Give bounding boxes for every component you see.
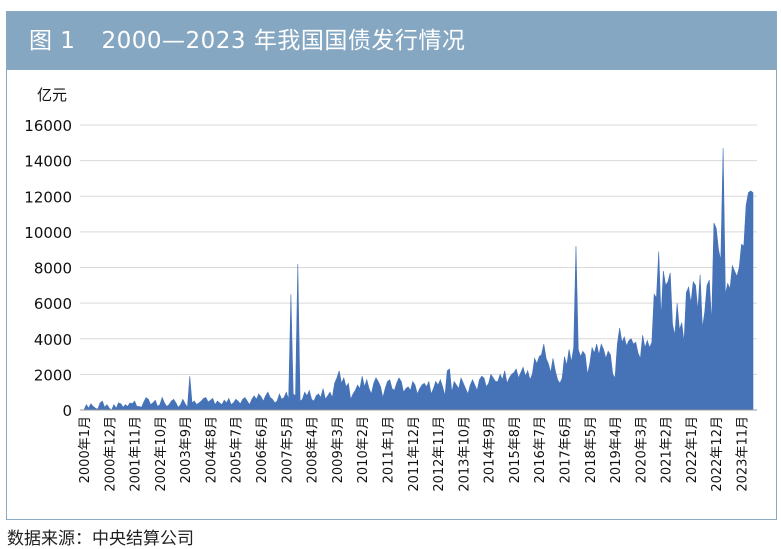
figure-title-bar: 图 1 2000—2023 年我国国债发行情况 — [7, 12, 776, 70]
x-tick-label: 2022年12月 — [710, 416, 725, 492]
x-tick-label: 2015年8月 — [508, 416, 523, 483]
x-tick-label: 2016年7月 — [533, 416, 548, 483]
y-tick-label: 12000 — [24, 188, 72, 206]
x-tick-label: 2004年8月 — [204, 416, 219, 483]
x-tick-label: 2021年2月 — [660, 416, 675, 483]
y-axis-label: 亿元 — [37, 86, 67, 104]
y-tick-label: 14000 — [24, 153, 72, 171]
x-tick-label: 2018年5月 — [584, 416, 599, 483]
x-tick-label: 2020年3月 — [634, 416, 649, 483]
x-tick-label: 2006年6月 — [255, 416, 270, 483]
figure-number: 图 1 — [29, 28, 76, 54]
x-tick-label: 2014年9月 — [483, 416, 498, 483]
x-tick-label: 2002年10月 — [154, 416, 169, 492]
y-tick-label: 0 — [62, 402, 72, 420]
y-tick-label: 16000 — [24, 117, 72, 135]
figure-frame: 图 1 2000—2023 年我国国债发行情况 0 2000 4000 6000 8000… — [6, 11, 777, 520]
x-tick-label: 2013年10月 — [457, 416, 472, 492]
y-tick-label: 10000 — [24, 224, 72, 242]
x-tick-label: 2001年11月 — [129, 416, 144, 492]
y-tick-label: 2000 — [34, 366, 72, 384]
y-tick-label: 8000 — [34, 260, 72, 278]
x-tick-label: 2007年5月 — [280, 416, 295, 483]
figure-title: 2000—2023 年我国国债发行情况 — [101, 28, 466, 54]
x-tick-label: 2019年4月 — [609, 416, 624, 483]
y-tick-label: 4000 — [34, 331, 72, 349]
x-tick-label: 2009年3月 — [331, 416, 346, 483]
x-tick-label: 2011年1月 — [381, 416, 396, 483]
x-tick-label: 2010年2月 — [356, 416, 371, 483]
x-tick-label: 2022年1月 — [685, 416, 700, 483]
x-tick-label: 2011年12月 — [407, 416, 422, 492]
series-area — [83, 148, 754, 411]
x-tick-label: 2012年11月 — [432, 416, 447, 492]
data-source-note: 数据来源：中央结算公司 — [7, 529, 194, 549]
x-tick-label: 2023年11月 — [736, 416, 751, 492]
area-chart: 0 2000 4000 6000 8000 10000 12000 14000 16000 亿元 2… — [24, 86, 757, 492]
x-tick-label: 2000年12月 — [103, 416, 118, 492]
x-tick-label: 2008年4月 — [306, 416, 321, 483]
x-tick-label: 2003年9月 — [179, 416, 194, 483]
x-tick-label: 2005年7月 — [230, 416, 245, 483]
y-tick-label: 6000 — [34, 295, 72, 313]
x-tick-label: 2017年6月 — [558, 416, 573, 483]
x-tick-label: 2000年1月 — [78, 416, 93, 483]
